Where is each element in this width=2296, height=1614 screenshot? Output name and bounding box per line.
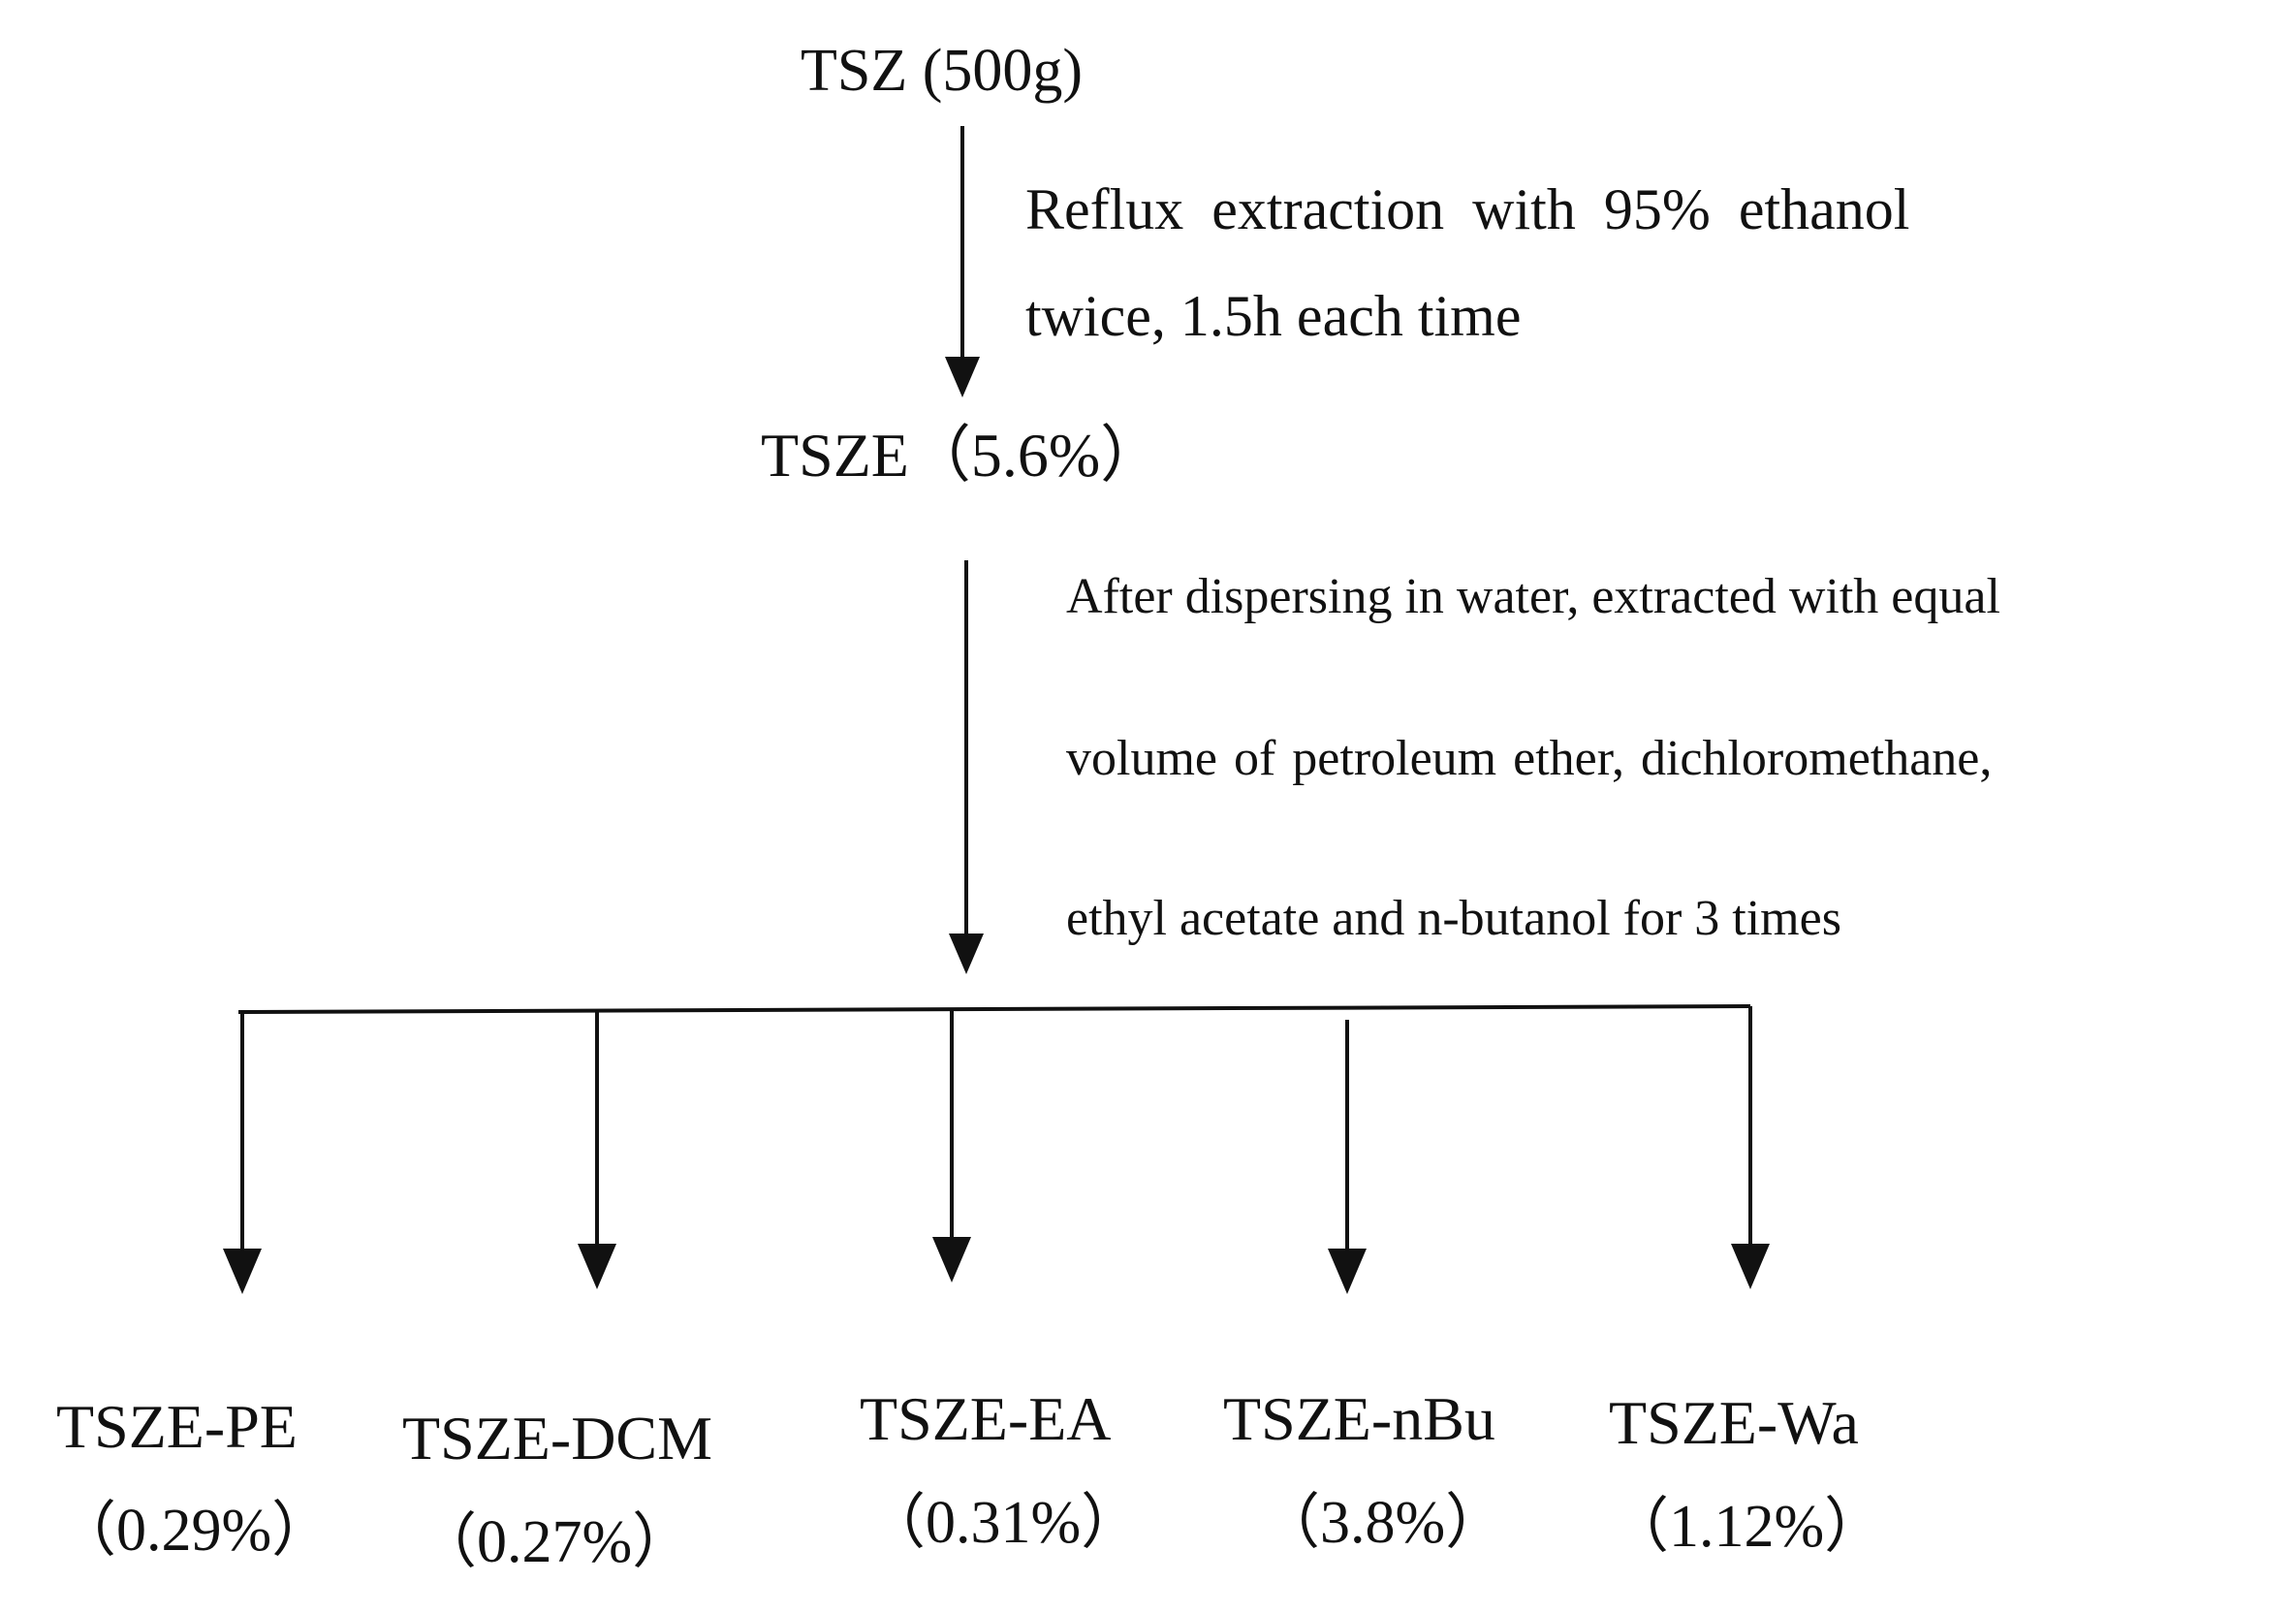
root-node: TSZ (500g) [801,38,1084,104]
product-name-nbu: TSZE-nBu [1223,1384,1495,1453]
product-yield-ea: （0.31%） [865,1490,1142,1556]
step1-line2: twice, 1.5h each time [1025,284,1522,348]
product-name-wa: TSZE-Wa [1609,1388,1859,1457]
arrowhead-branch-pe [223,1249,262,1294]
arrowhead-branch-ea [932,1237,971,1282]
product-yield-wa: （1.12%） [1609,1494,1885,1560]
step1-line1: Reflux extraction with 95% ethanol [1025,177,1910,241]
step2-line2: volume of petroleum ether, dichlorometha… [1066,731,1993,786]
step2-line1: After dispersing in water, extracted wit… [1066,569,2000,624]
step2-line3: ethyl acetate and n-butanol for 3 times [1066,891,1841,946]
product-name-pe: TSZE-PE [56,1392,298,1461]
product-yield-nbu: （3.8%） [1260,1490,1506,1556]
arrowhead-branch-dcm [578,1244,616,1289]
product-name-ea: TSZE-EA [860,1384,1112,1453]
arrowhead-root-to-tsze [945,357,980,397]
intermediate-node: TSZE（5.6%） [761,421,1163,490]
branch-line [237,1004,1751,1014]
arrowhead-branch-nbu [1328,1249,1367,1294]
arrowhead-tsze-to-branch [949,934,984,974]
product-yield-dcm: （0.27%） [417,1509,693,1575]
product-name-dcm: TSZE-DCM [402,1404,712,1472]
product-yield-pe: （0.29%） [56,1498,332,1564]
arrowhead-branch-wa [1731,1244,1770,1289]
